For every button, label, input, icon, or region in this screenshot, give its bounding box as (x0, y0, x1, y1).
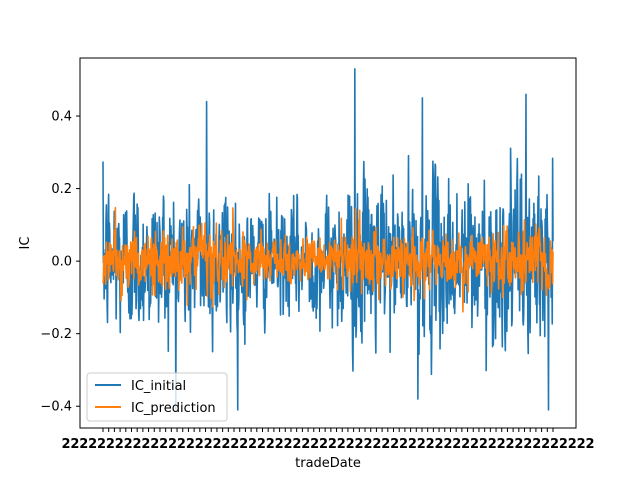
x-tick-label: 2 (585, 437, 594, 452)
x-tick-label: 2 (124, 437, 133, 452)
legend-label-ic-prediction: IC_prediction (131, 401, 216, 416)
x-tick-label: 2 (532, 437, 541, 452)
y-tick-label: 0.4 (51, 110, 72, 125)
x-tick-label: 2 (514, 437, 523, 452)
x-tick-label: 2 (97, 437, 106, 452)
x-tick-label: 2 (292, 437, 301, 452)
y-tick-label: −0.2 (40, 327, 72, 342)
x-axis-label: tradeDate (295, 456, 361, 471)
x-tick-label: 2 (310, 437, 319, 452)
x-tick-label: 2 (568, 437, 577, 452)
x-tick-label: 2 (355, 437, 364, 452)
series-layer (102, 68, 554, 411)
x-tick-label: 2 (61, 437, 70, 452)
x-tick-label: 2 (577, 437, 586, 452)
x-tick-label: 2 (141, 437, 150, 452)
x-tick-label: 2 (363, 437, 372, 452)
y-tick-label: 0.2 (51, 182, 72, 197)
x-tick-label: 2 (88, 437, 97, 452)
x-tick-label: 2 (417, 437, 426, 452)
y-axis-label: IC (18, 237, 33, 250)
x-tick-label: 2 (541, 437, 550, 452)
x-tick-label: 2 (221, 437, 230, 452)
x-tick-label: 2 (452, 437, 461, 452)
x-tick-label: 2 (150, 437, 159, 452)
x-tick-label: 2 (239, 437, 248, 452)
x-tick-label: 2 (177, 437, 186, 452)
x-tick-label: 2 (230, 437, 239, 452)
x-tick-label: 2 (559, 437, 568, 452)
x-tick-label: 2 (408, 437, 417, 452)
x-tick-label: 2 (186, 437, 195, 452)
x-tick-label: 2 (488, 437, 497, 452)
legend-frame (86, 372, 228, 422)
x-tick-label: 2 (381, 437, 390, 452)
x-tick-label: 2 (195, 437, 204, 452)
legend: IC_initial IC_prediction (86, 372, 228, 422)
x-tick-label: 2 (257, 437, 266, 452)
x-tick-label: 2 (275, 437, 284, 452)
x-tick-label: 2 (106, 437, 115, 452)
x-tick-label: 2 (426, 437, 435, 452)
x-tick-label: 2 (346, 437, 355, 452)
x-tick-label: 2 (479, 437, 488, 452)
x-tick-label: 2 (204, 437, 213, 452)
x-tick-label: 2 (390, 437, 399, 452)
legend-label-ic-initial: IC_initial (131, 379, 186, 394)
series-line-ic-initial (102, 68, 554, 411)
y-tick-label: 0.0 (51, 255, 72, 270)
series-line-ic-prediction (102, 206, 554, 313)
x-tick-label: 2 (399, 437, 408, 452)
x-tick-label: 2 (470, 437, 479, 452)
x-tick-label: 2 (506, 437, 515, 452)
x-tick-label: 2 (523, 437, 532, 452)
plot-frame (79, 57, 577, 429)
x-tick-label: 2 (168, 437, 177, 452)
x-tick-label: 2 (328, 437, 337, 452)
x-tick-label: 2 (550, 437, 559, 452)
y-tick-label: −0.4 (40, 400, 72, 415)
x-tick-label: 2 (319, 437, 328, 452)
x-tick-label: 2 (133, 437, 142, 452)
x-tick-label: 2 (372, 437, 381, 452)
x-tick-label: 2 (70, 437, 79, 452)
x-tick-label: 2 (284, 437, 293, 452)
x-tick-label: 2 (159, 437, 168, 452)
x-tick-label: 2 (497, 437, 506, 452)
x-tick-label: 2 (461, 437, 470, 452)
x-tick-label: 2 (443, 437, 452, 452)
x-tick-label: 2 (248, 437, 257, 452)
x-tick-label: 2 (301, 437, 310, 452)
x-tick-label: 2 (212, 437, 221, 452)
x-tick-label: 2 (337, 437, 346, 452)
y-axis: −0.4 −0.2 0.0 0.2 0.4 (40, 110, 80, 415)
x-tick-label: 2 (434, 437, 443, 452)
x-tick-label: 2 (79, 437, 88, 452)
x-tick-label: 2 (115, 437, 124, 452)
x-tick-label: 2 (266, 437, 275, 452)
